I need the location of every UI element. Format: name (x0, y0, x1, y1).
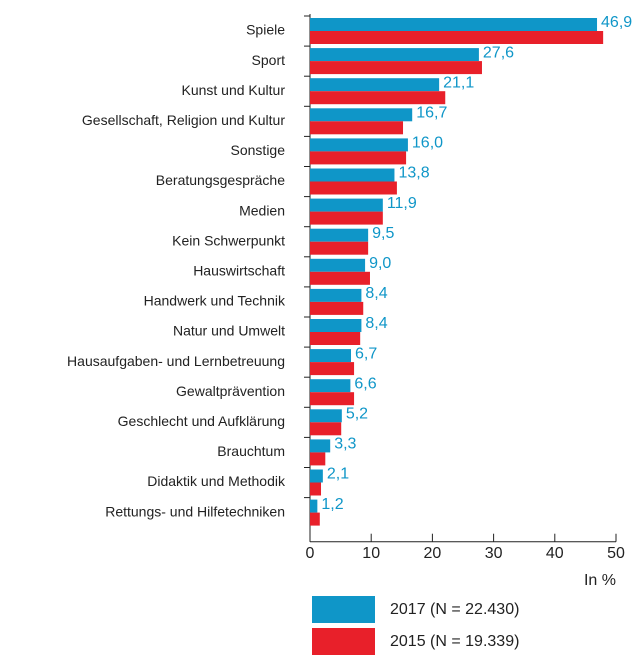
value-label: 9,0 (369, 255, 391, 272)
x-tick-label: 40 (546, 545, 564, 562)
value-label: 5,2 (346, 406, 368, 423)
bar (310, 499, 318, 513)
category-label: Spiele (246, 22, 285, 38)
bar (310, 452, 326, 466)
category-label: Sonstige (231, 142, 286, 158)
bar (310, 61, 482, 75)
x-tick-label: 50 (607, 545, 625, 562)
bar (310, 91, 446, 105)
value-label: 6,7 (355, 345, 377, 362)
bar (310, 379, 351, 393)
bar (310, 241, 369, 255)
bar (310, 332, 361, 345)
x-tick-label: 10 (362, 545, 380, 562)
category-label: Sport (252, 52, 286, 68)
category-label: Didaktik und Methodik (147, 473, 286, 489)
bar (310, 198, 383, 212)
value-label: 2,1 (327, 466, 349, 483)
value-label: 13,8 (398, 165, 429, 182)
category-label: Beratungsgespräche (156, 172, 285, 188)
bar (310, 48, 479, 62)
bar (310, 439, 331, 453)
bar (310, 482, 322, 496)
category-label: Natur und Umwelt (173, 323, 285, 339)
bar (310, 121, 404, 135)
x-tick-label: 0 (306, 545, 315, 562)
value-label: 16,0 (412, 135, 443, 152)
value-label: 3,3 (334, 436, 356, 453)
value-label: 8,4 (365, 285, 387, 302)
bar (310, 151, 407, 165)
bar (310, 78, 440, 92)
category-label: Handwerk und Technik (144, 293, 286, 309)
bar (310, 258, 366, 272)
value-label: 6,6 (354, 375, 376, 392)
value-label: 1,2 (321, 496, 343, 513)
value-label: 46,9 (601, 14, 632, 31)
bar (310, 18, 598, 31)
bar (310, 422, 342, 436)
bar (310, 108, 413, 122)
bar (310, 301, 364, 315)
value-label: 21,1 (443, 74, 474, 91)
value-label: 11,9 (387, 195, 417, 212)
legend-label: 2017 (N = 22.430) (390, 601, 519, 618)
category-label: Gewaltprävention (176, 383, 285, 399)
bar (310, 31, 604, 44)
value-label: 9,5 (372, 225, 394, 242)
x-tick-label: 20 (424, 545, 442, 562)
bar (310, 138, 408, 152)
category-label: Gesellschaft, Religion und Kultur (82, 112, 285, 128)
category-label: Brauchtum (217, 443, 285, 459)
legend-swatch (312, 596, 375, 623)
bar (310, 469, 323, 483)
bar (310, 228, 369, 242)
value-label: 16,7 (416, 105, 447, 122)
bar (310, 512, 320, 526)
bar (310, 168, 395, 182)
legend-swatch (312, 628, 375, 655)
bar (310, 211, 383, 225)
category-label: Kunst und Kultur (181, 82, 285, 98)
category-label: Hauswirtschaft (193, 263, 285, 279)
bar (310, 319, 362, 332)
bar (310, 362, 355, 376)
bar (310, 271, 370, 285)
category-label: Rettungs- und Hilfetechniken (105, 503, 285, 519)
category-label: Geschlecht und Aufklärung (118, 413, 285, 429)
bar (310, 288, 362, 302)
bar (310, 349, 352, 363)
bar (310, 409, 342, 423)
category-label: Medien (239, 202, 285, 218)
value-label: 27,6 (483, 44, 514, 61)
bar (310, 392, 355, 406)
legend-label: 2015 (N = 19.339) (390, 633, 519, 650)
category-label: Hausaufgaben- und Lernbetreuung (67, 353, 285, 369)
value-label: 8,4 (365, 315, 387, 332)
x-tick-label: 30 (485, 545, 503, 562)
category-label: Kein Schwerpunkt (172, 232, 285, 248)
x-axis-label: In % (584, 572, 616, 589)
bar (310, 181, 397, 195)
